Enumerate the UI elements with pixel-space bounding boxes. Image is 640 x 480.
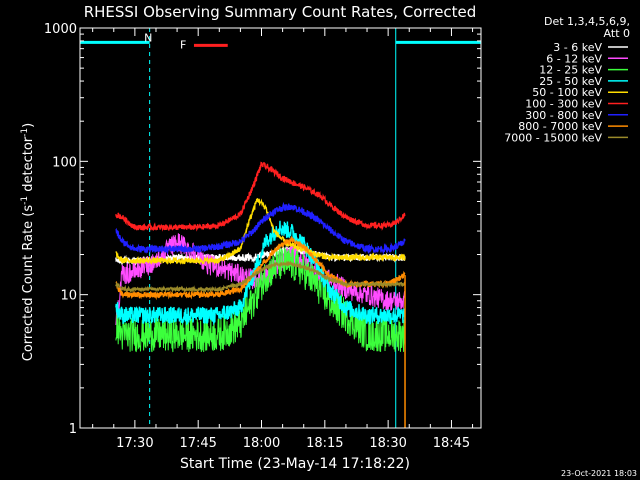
x-axis: 17:30 17:45 18:00 18:15 18:30 18:45 [92, 28, 474, 451]
x-tick-label: 18:15 [306, 436, 343, 451]
x-tick-label: 18:45 [433, 436, 470, 451]
x-tick-label: 18:00 [243, 436, 280, 451]
legend-label: 12 - 25 keV [539, 64, 602, 77]
flare-marker-label: F [180, 39, 186, 52]
legend-label: 7000 - 15000 keV [504, 131, 602, 144]
legend-label: 25 - 50 keV [539, 75, 602, 88]
legend-header-detectors: Det 1,3,4,5,6,9, [544, 15, 630, 28]
x-axis-label: Start Time (23-May-14 17:18:22) [180, 456, 410, 472]
plot-area: NF [79, 28, 482, 428]
y-tick-label: 10 [60, 289, 77, 304]
legend-header-attenuator: Att 0 [604, 27, 630, 40]
y-tick-label: 1 [69, 422, 77, 437]
plot-frame [79, 27, 482, 429]
y-axis: 1 10 100 1000 [44, 22, 481, 437]
x-tick-label: 17:45 [179, 436, 216, 451]
series-line-8 [115, 260, 406, 294]
series-line-6 [115, 201, 406, 255]
legend-label: 100 - 300 keV [525, 98, 602, 111]
y-axis-label: Corrected Count Rate (s-1 detector-1) [20, 123, 36, 361]
series-line-5 [115, 161, 406, 232]
series-line-3 [115, 220, 406, 326]
x-tick-label: 18:30 [369, 436, 406, 451]
chart-title: RHESSI Observing Summary Count Rates, Co… [84, 3, 477, 21]
x-tick-label: 17:30 [116, 436, 153, 451]
legend-label: 300 - 800 keV [525, 109, 602, 122]
series-line-2 [115, 247, 406, 353]
legend-label: 50 - 100 keV [532, 86, 602, 99]
footer-timestamp: 23-Oct-2021 18:03 [561, 469, 637, 478]
series-line-4 [115, 198, 406, 266]
legend-label: 800 - 7000 keV [518, 120, 602, 133]
legend-label: 6 - 12 keV [546, 52, 602, 65]
y-tick-label: 100 [52, 155, 77, 170]
legend-label: 3 - 6 keV [553, 41, 602, 54]
night-marker-label: N [144, 32, 152, 45]
series-line-7 [115, 235, 406, 301]
y-tick-label: 1000 [44, 22, 77, 37]
